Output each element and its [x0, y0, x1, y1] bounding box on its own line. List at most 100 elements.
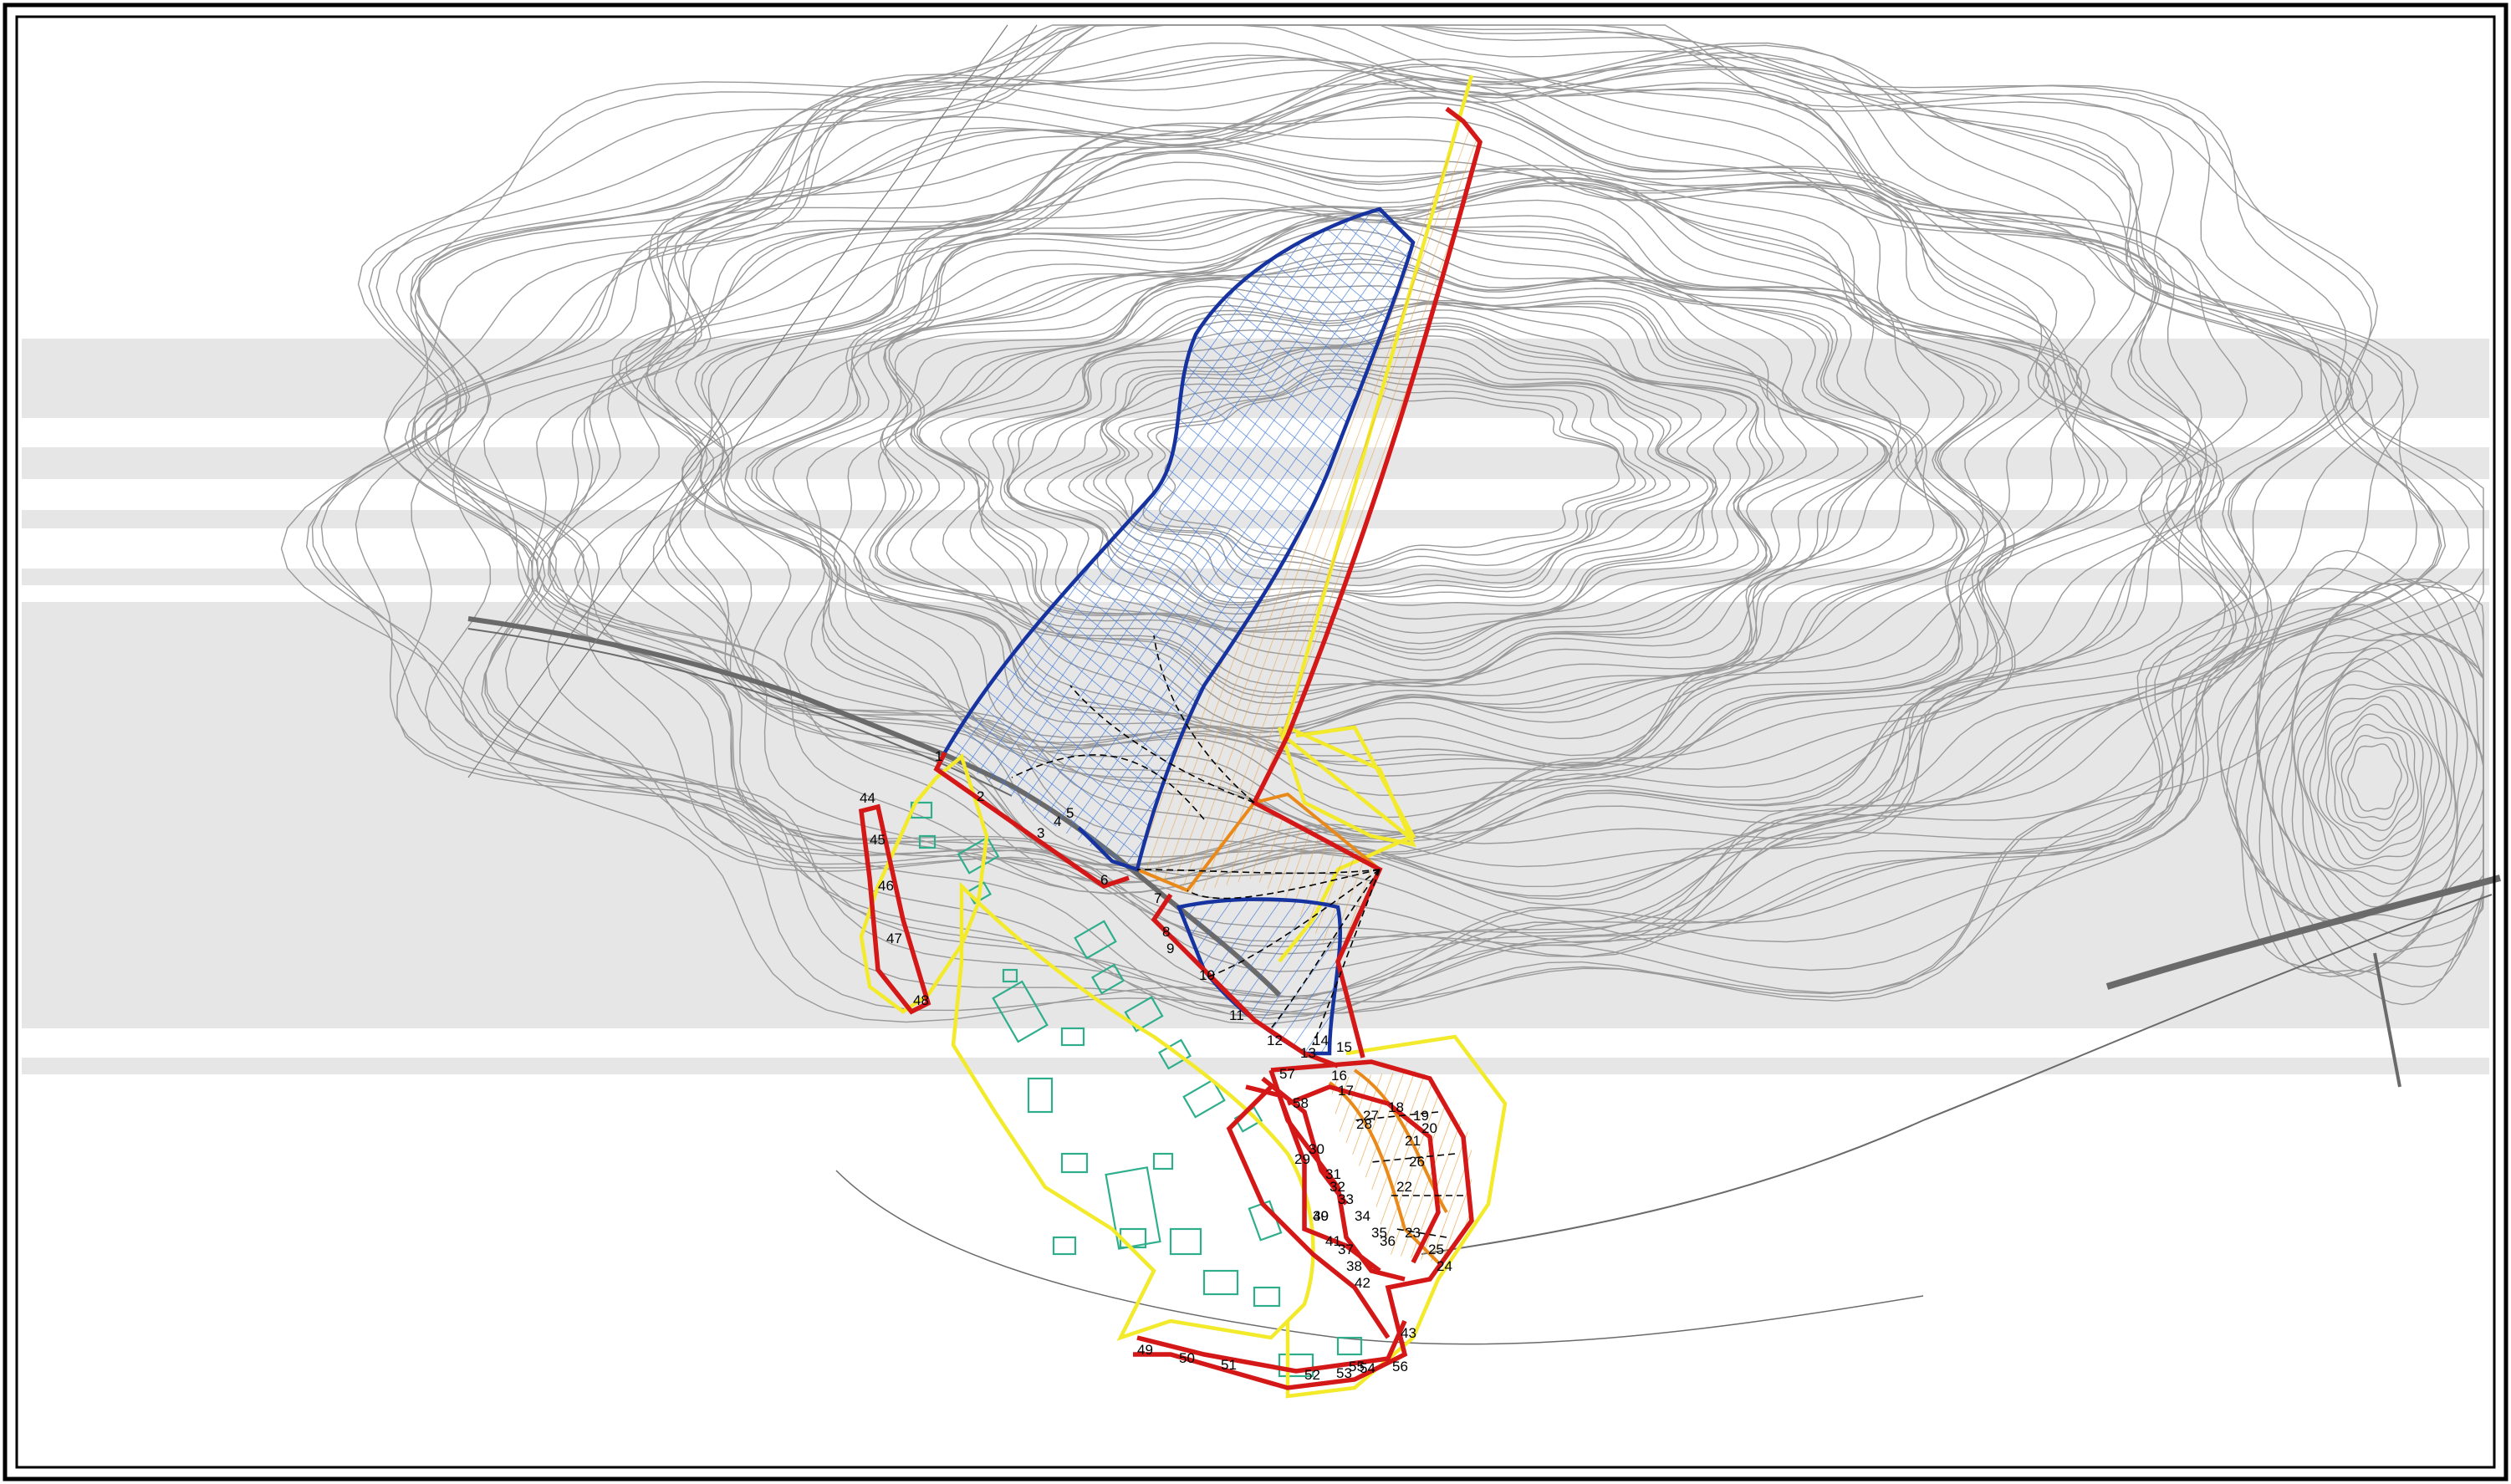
orange-zone [1328, 1081, 1440, 1264]
contour-line [699, 181, 2078, 834]
red-zone [1286, 1084, 1441, 1264]
contour-line [574, 116, 2223, 867]
blue-hatch [945, 209, 1413, 869]
section-label: 26 [1409, 1154, 1425, 1170]
building [1152, 1152, 1174, 1170]
section-label: 49 [1137, 1342, 1153, 1358]
flow-line [1069, 685, 1255, 803]
red-zone [1245, 1084, 1381, 1273]
building [1336, 1336, 1363, 1356]
contour-line [2291, 647, 2458, 908]
contour-line [618, 150, 2128, 854]
contour-line [913, 285, 1869, 687]
building [1169, 1227, 1202, 1256]
contour-line [2246, 583, 2484, 972]
section-label: 1 [935, 748, 942, 764]
outer-frame [3, 3, 2508, 1481]
section-label: 46 [878, 878, 894, 894]
section-label: 29 [1294, 1151, 1310, 1167]
contour-line [1046, 345, 1718, 604]
section-label: 19 [1413, 1108, 1429, 1124]
section-label: 2 [977, 788, 984, 804]
contour-line [435, 64, 2249, 944]
red-zone [933, 751, 1130, 890]
flow-line [1136, 869, 1381, 875]
background-band [22, 1058, 2489, 1074]
section-label: 14 [1313, 1033, 1329, 1048]
contour-line [1003, 325, 1727, 634]
flow-line [1011, 754, 1205, 820]
building [1105, 1166, 1161, 1250]
contour-line [2347, 743, 2402, 812]
contour-line [699, 185, 2007, 778]
building [1091, 963, 1125, 995]
flow-line [1312, 869, 1381, 1046]
reference-lines [467, 24, 1038, 778]
yellow-zone [951, 881, 1315, 1341]
contour-line [2219, 568, 2484, 987]
section-label: 47 [886, 931, 902, 946]
contour-line [536, 96, 2192, 888]
section-label: 39 [1313, 1208, 1329, 1224]
contour-line [1023, 335, 1718, 607]
section-label: 53 [1336, 1365, 1352, 1381]
section-label: 27 [1363, 1108, 1379, 1124]
building [1074, 920, 1117, 960]
contour-line [1006, 322, 1748, 645]
section-label: 12 [1267, 1033, 1283, 1048]
contour-line [911, 296, 1840, 688]
contour-line [2330, 713, 2419, 842]
section-label: 16 [1331, 1068, 1347, 1084]
building [1060, 1027, 1085, 1047]
bridge-pier [2373, 952, 2401, 1088]
contour-line [2335, 723, 2415, 832]
building [1202, 1269, 1239, 1296]
contour-line [1156, 385, 1620, 565]
section-label: 35 [1371, 1225, 1387, 1241]
section-label: 25 [1428, 1242, 1444, 1257]
section-label: 55 [1349, 1359, 1365, 1374]
contour-line [940, 299, 1784, 671]
section-label: 13 [1300, 1045, 1316, 1061]
section-label: 42 [1355, 1275, 1370, 1291]
section-label: 15 [1336, 1039, 1352, 1055]
contour-line [967, 302, 1774, 661]
reference-line [467, 24, 1008, 778]
contour-line [2317, 696, 2432, 859]
section-label: 40 [1313, 1208, 1329, 1224]
contour-line [853, 228, 1935, 738]
section-label: 48 [913, 992, 929, 1008]
bridge-road [2105, 875, 2502, 990]
section-label: 36 [1380, 1233, 1396, 1249]
orange-hatch [1137, 121, 1480, 961]
section-label: 20 [1421, 1120, 1437, 1136]
section-label: 52 [1304, 1367, 1320, 1383]
section-label: 34 [1355, 1208, 1370, 1224]
contour-line [411, 79, 2248, 958]
flow-line [1203, 869, 1381, 979]
yellow-zone [1285, 1034, 1508, 1399]
section-label: 32 [1330, 1179, 1345, 1195]
contour-line [876, 258, 1893, 717]
contour-line [675, 152, 2100, 837]
contour-line [611, 145, 2163, 860]
contour-line [726, 199, 2015, 767]
contour-line [1093, 365, 1671, 587]
red-zone [1136, 1319, 1407, 1374]
section-label: 6 [1100, 872, 1108, 888]
section-label: 5 [1066, 805, 1074, 821]
contour-line [2302, 684, 2447, 871]
building [1002, 968, 1018, 983]
building [992, 980, 1049, 1043]
section-label: 45 [870, 832, 885, 848]
contour-line [383, 44, 2373, 998]
contour-line [483, 58, 2263, 923]
section-label: 31 [1325, 1166, 1341, 1182]
flow-line [1270, 869, 1381, 1029]
flow-line [1396, 1228, 1447, 1238]
contour-line [426, 80, 2342, 946]
contour-line [916, 278, 1886, 694]
contour-line [910, 272, 1890, 698]
contour-line [992, 309, 1765, 655]
